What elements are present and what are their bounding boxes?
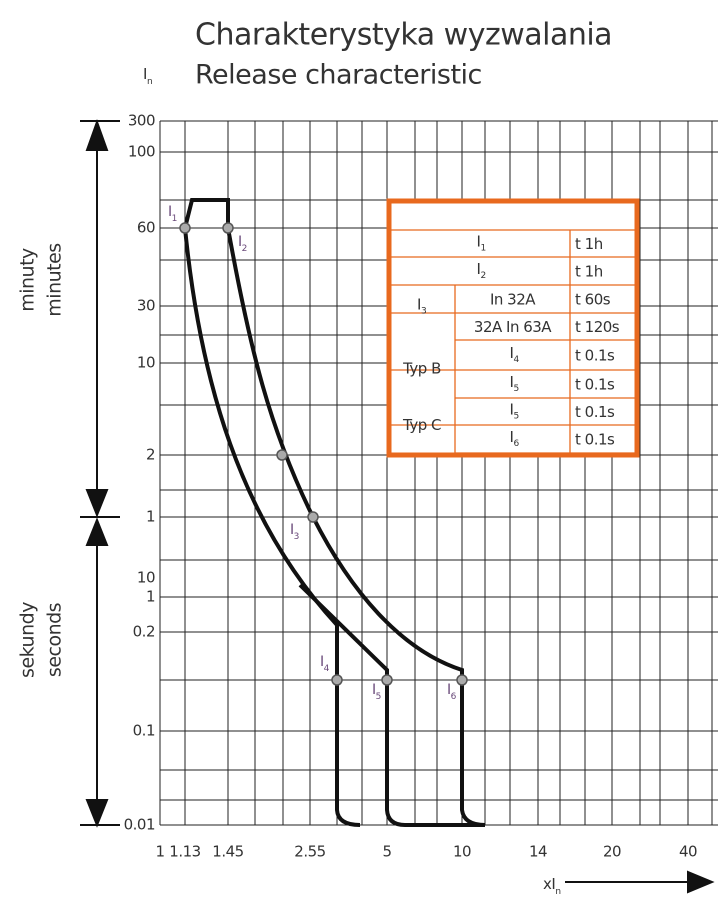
sub: 2: [242, 244, 247, 254]
sub: 5: [376, 692, 381, 702]
group-label: sekundy: [17, 602, 39, 678]
group-label: minutes: [44, 243, 66, 316]
time: t 1h: [575, 235, 603, 253]
main: I: [510, 428, 514, 446]
sub-label: I5: [510, 400, 519, 421]
sub: 3: [421, 306, 426, 316]
sub-label: I4: [320, 654, 330, 674]
x-tick-label: 2.55: [294, 843, 325, 861]
sub: 6: [451, 692, 457, 702]
sub-label: I3: [417, 295, 426, 316]
subtitle: Release characteristic: [195, 60, 482, 91]
main: I: [238, 234, 242, 250]
sub: 4: [513, 355, 519, 365]
y-tick-label: 10: [137, 569, 155, 587]
y-tick-label: 0.01: [124, 816, 155, 834]
sub: 5: [513, 411, 518, 421]
main: I: [477, 260, 481, 278]
sub: 5: [513, 384, 518, 394]
main: I: [447, 682, 451, 698]
x-tick-label: 5: [382, 843, 391, 861]
y-symbol: In: [143, 65, 152, 87]
time: t 120s: [575, 318, 620, 336]
curves: [179, 198, 486, 827]
range: In 32A: [490, 291, 536, 309]
y-tick-label: 0.2: [133, 623, 155, 641]
x-tick-label: 1.13: [169, 843, 200, 861]
group-label: minuty: [17, 248, 39, 312]
sub-label: I2: [477, 260, 486, 281]
sub-label: I5: [372, 682, 381, 702]
sub: 1: [172, 214, 177, 224]
arrows: [80, 119, 715, 894]
main: I: [417, 295, 421, 313]
x-tick-label: 14: [529, 843, 547, 861]
sub-label: I1: [168, 204, 177, 224]
sub-label: I6: [447, 682, 457, 702]
sub: 2: [480, 271, 485, 281]
time: t 60s: [575, 291, 611, 309]
time: t 0.1s: [575, 347, 615, 365]
sub: 6: [513, 439, 519, 449]
main: I: [320, 654, 324, 670]
x-tick-label: 1.45: [212, 843, 243, 861]
sub-label: I5: [510, 373, 519, 394]
y-tick-label: 60: [137, 219, 155, 237]
main: I: [477, 232, 481, 250]
range: 32A In 63A: [474, 318, 552, 336]
time: t 1h: [575, 263, 603, 281]
main: I: [510, 400, 514, 418]
x-tick-label: 10: [453, 843, 471, 861]
y-tick-label: 300: [128, 112, 155, 130]
sub: n: [555, 887, 560, 897]
symbol: xI: [543, 875, 555, 893]
group: Typ B: [402, 360, 441, 378]
main: I: [290, 522, 294, 538]
time: t 0.1s: [575, 403, 615, 421]
sub-label: I6: [510, 428, 520, 449]
sub-label: I1: [477, 232, 486, 253]
x-symbol: xIn: [543, 875, 561, 897]
sub: 1: [480, 243, 485, 253]
main: I: [510, 373, 514, 391]
main: I: [372, 682, 376, 698]
y-tick-label: 1: [146, 588, 155, 606]
sub-label: I4: [510, 344, 520, 365]
sub-label: I3: [290, 522, 299, 542]
x-tick-label: 20: [603, 843, 621, 861]
group-label: seconds: [44, 603, 66, 677]
title: Charakterystyka wyzwalania: [195, 18, 612, 53]
main: I: [510, 344, 514, 362]
sub: 4: [324, 664, 330, 674]
sub: 3: [294, 532, 299, 542]
y-tick-label: 1: [146, 508, 155, 526]
y-tick-label: 100: [128, 143, 155, 161]
time: t 0.1s: [575, 431, 615, 449]
y-tick-label: 0.1: [133, 722, 155, 740]
y-tick-label: 2: [146, 446, 155, 464]
symbol: I: [143, 65, 147, 83]
y-tick-label: 30: [137, 297, 155, 315]
group: Typ C: [402, 416, 441, 434]
sub: n: [147, 77, 152, 87]
time: t 0.1s: [575, 376, 615, 394]
x-tick-label: 1: [155, 843, 164, 861]
y-tick-label: 10: [137, 354, 155, 372]
sub-label: I2: [238, 234, 247, 254]
main: I: [168, 204, 172, 220]
x-tick-label: 40: [679, 843, 697, 861]
